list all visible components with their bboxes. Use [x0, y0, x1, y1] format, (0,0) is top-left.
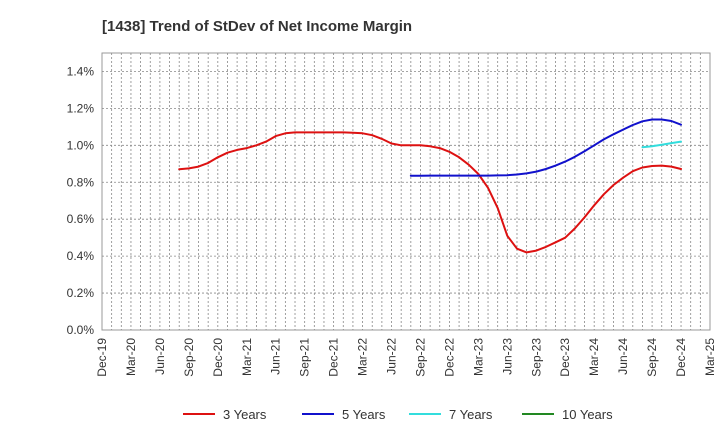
x-axis: Dec-19 Mar-20 Jun-20 Sep-20 Dec-20 Mar-21 Jun-…: [95, 338, 717, 377]
y-tick-label: 0.0%: [67, 323, 95, 337]
y-axis: 0.0% 0.2% 0.4% 0.6% 0.8% 1.0% 1.2% 1.4%: [67, 64, 95, 337]
x-tick-label: Jun-23: [500, 338, 514, 375]
x-tick-label: Sep-20: [182, 338, 196, 377]
x-tick-label: Jun-24: [616, 338, 630, 375]
y-tick-label: 1.0%: [67, 138, 95, 152]
plot-area: [101, 52, 711, 331]
legend-label: 10 Years: [562, 407, 613, 422]
legend: 3 Years 5 Years 7 Years 10 Years: [183, 407, 613, 422]
chart-title: [1438] Trend of StDev of Net Income Marg…: [102, 18, 412, 35]
x-tick-label: Dec-22: [442, 338, 456, 377]
y-tick-label: 0.6%: [67, 212, 95, 226]
legend-item-5-years: 5 Years: [302, 407, 386, 422]
x-tick-label: Mar-22: [356, 338, 370, 376]
legend-item-10-years: 10 Years: [522, 407, 613, 422]
x-tick-label: Dec-23: [558, 338, 572, 377]
x-tick-label: Mar-25: [703, 338, 717, 376]
y-tick-label: 0.2%: [67, 286, 95, 300]
x-tick-label: Sep-21: [298, 338, 312, 377]
x-tick-label: Mar-23: [471, 338, 485, 376]
series-line-7-years: [641, 140, 682, 149]
y-tick-label: 1.2%: [67, 101, 95, 115]
x-tick-label: Mar-20: [124, 338, 138, 376]
legend-label: 5 Years: [342, 407, 386, 422]
x-tick-label: Jun-20: [153, 338, 167, 375]
x-tick-label: Dec-21: [327, 338, 341, 377]
series-lines: [178, 118, 682, 254]
legend-item-3-years: 3 Years: [183, 407, 267, 422]
x-tick-label: Sep-24: [645, 338, 659, 377]
x-tick-label: Jun-22: [385, 338, 399, 375]
x-tick-label: Jun-21: [269, 338, 283, 375]
series-line-5-years: [409, 118, 682, 177]
legend-item-7-years: 7 Years: [409, 407, 493, 422]
x-tick-label: Dec-24: [674, 338, 688, 377]
y-tick-label: 0.8%: [67, 175, 95, 189]
x-tick-label: Sep-23: [529, 338, 543, 377]
legend-label: 7 Years: [449, 407, 493, 422]
series-line-3-years: [178, 131, 682, 254]
legend-label: 3 Years: [223, 407, 267, 422]
x-tick-label: Mar-21: [240, 338, 254, 376]
x-tick-label: Sep-22: [413, 338, 427, 377]
y-tick-label: 1.4%: [67, 64, 95, 78]
y-tick-label: 0.4%: [67, 249, 95, 263]
x-tick-label: Mar-24: [587, 338, 601, 376]
x-tick-label: Dec-19: [95, 338, 109, 377]
x-tick-label: Dec-20: [211, 338, 225, 377]
